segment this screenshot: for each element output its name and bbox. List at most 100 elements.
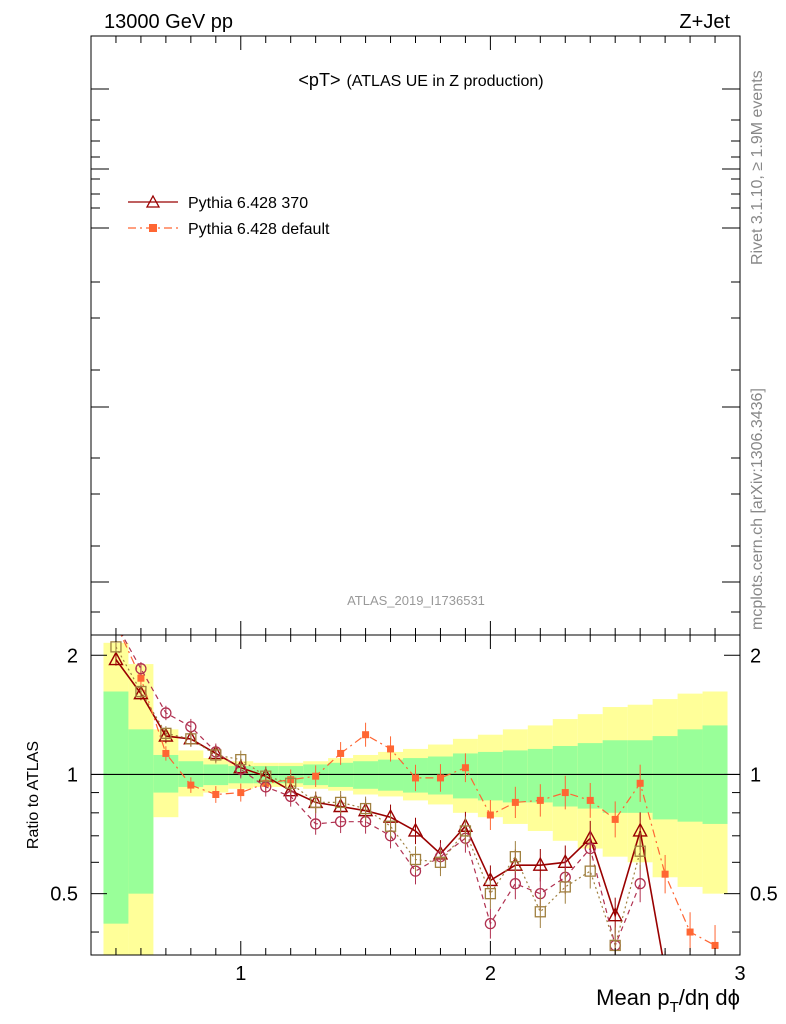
legend-marker-triangle (145, 194, 161, 208)
data-point (285, 777, 297, 789)
data-point (412, 774, 419, 782)
data-point (461, 764, 469, 772)
energy-label: 13000 GeV pp (104, 11, 233, 33)
data-point (384, 820, 397, 832)
data-point (611, 815, 619, 823)
series-layer (108, 619, 719, 975)
x-axis-label: Mean pT/dη dϕ (596, 985, 740, 1016)
ratio-panel: 1 2 3 0.5 0.5 1 1 2 2 Ratio to ATLAS Mean pT/dη … (25, 619, 778, 1016)
data-point (185, 733, 197, 745)
band-inner-bin (128, 729, 154, 894)
y-tick-label-right: 1 (750, 764, 761, 786)
data-point (160, 707, 172, 719)
band-inner-bin (103, 691, 129, 924)
band-inner-bin (477, 751, 503, 801)
panel-title-sub: (ATLAS UE in Z production) (346, 73, 543, 90)
data-point (484, 917, 497, 930)
x-tick-label: 2 (485, 963, 496, 985)
data-point (135, 685, 147, 698)
data-point (661, 870, 669, 878)
data-point (158, 727, 174, 742)
data-point (561, 789, 569, 797)
data-point (212, 790, 220, 798)
data-point (509, 877, 521, 890)
data-point (636, 779, 644, 787)
data-point (310, 818, 322, 830)
band-inner-bin (677, 729, 703, 822)
data-point (409, 853, 422, 866)
data-point (584, 842, 596, 855)
data-point (436, 774, 444, 782)
main-panel: <pT> (ATLAS UE in Z production) ATLAS_201… (90, 35, 741, 636)
band-inner-bin (153, 754, 179, 793)
series-line-3 (115, 646, 641, 948)
y-tick-label: 2 (67, 645, 78, 667)
data-point (137, 674, 145, 682)
series-line-2 (121, 635, 641, 948)
data-point (334, 796, 347, 809)
data-point (108, 651, 124, 666)
data-point (607, 907, 623, 922)
data-point (659, 963, 672, 975)
data-point (711, 941, 719, 949)
data-point (486, 811, 494, 819)
data-point (484, 888, 497, 900)
data-point (634, 877, 646, 890)
data-point (160, 727, 172, 740)
analysis-id: ATLAS_2019_I1736531 (347, 593, 485, 608)
rivet-label: Rivet 3.1.10, ≥ 1.9M events (749, 70, 766, 265)
data-point (584, 865, 596, 877)
data-point (187, 781, 195, 789)
data-point (210, 749, 222, 761)
data-point (362, 731, 370, 739)
data-point (310, 796, 322, 809)
data-point (133, 685, 149, 700)
band-inner-bin (378, 759, 404, 791)
data-point (407, 822, 424, 837)
x-tick-label: 1 (235, 963, 246, 985)
process-label: Z+Jet (679, 11, 730, 33)
legend-label-default: Pythia 6.428 default (188, 221, 330, 238)
x-axis-label-a: Mean p (596, 985, 669, 1010)
data-point (634, 845, 646, 857)
y-tick-label-right: 0.5 (750, 884, 778, 906)
legend-marker-square (149, 224, 157, 232)
y-tick-label-right: 2 (750, 645, 761, 667)
data-point (509, 851, 521, 863)
band-inner-bin (652, 736, 678, 820)
data-point (586, 796, 594, 804)
uncertainty-bands (103, 642, 728, 955)
data-point (112, 620, 119, 627)
band-inner-bin (602, 740, 628, 813)
legend-entry-default: Pythia 6.428 default (128, 221, 330, 238)
main-panel-frame (90, 35, 741, 636)
legend-label-370: Pythia 6.428 370 (188, 195, 308, 212)
data-point (511, 798, 519, 806)
ratio-axis-ticks (91, 635, 741, 955)
data-point (111, 619, 121, 629)
main-panel-ticks (91, 36, 741, 635)
data-point (534, 906, 546, 918)
y-tick-label: 1 (67, 764, 78, 786)
data-point (536, 796, 544, 804)
data-point (387, 745, 395, 753)
data-point (237, 789, 245, 797)
data-point (337, 749, 345, 757)
data-point (334, 816, 347, 828)
x-axis-label-sub: T (670, 999, 679, 1016)
ratio-tick-labels: 1 2 3 0.5 0.5 1 1 2 2 (50, 645, 778, 985)
data-point (686, 928, 694, 936)
panel-title-main: <pT> (298, 70, 340, 90)
data-point (312, 772, 320, 780)
data-point (532, 856, 548, 871)
legend: Pythia 6.428 370 Pythia 6.428 default (128, 194, 330, 238)
x-axis-label-b: /dη dϕ (679, 985, 740, 1010)
data-point (359, 802, 372, 815)
data-point (459, 825, 472, 837)
data-point (135, 663, 147, 675)
data-point (559, 881, 571, 893)
panel-title: <pT> (ATLAS UE in Z production) (298, 70, 543, 90)
legend-entry-370: Pythia 6.428 370 (128, 194, 308, 212)
data-point (434, 856, 447, 868)
